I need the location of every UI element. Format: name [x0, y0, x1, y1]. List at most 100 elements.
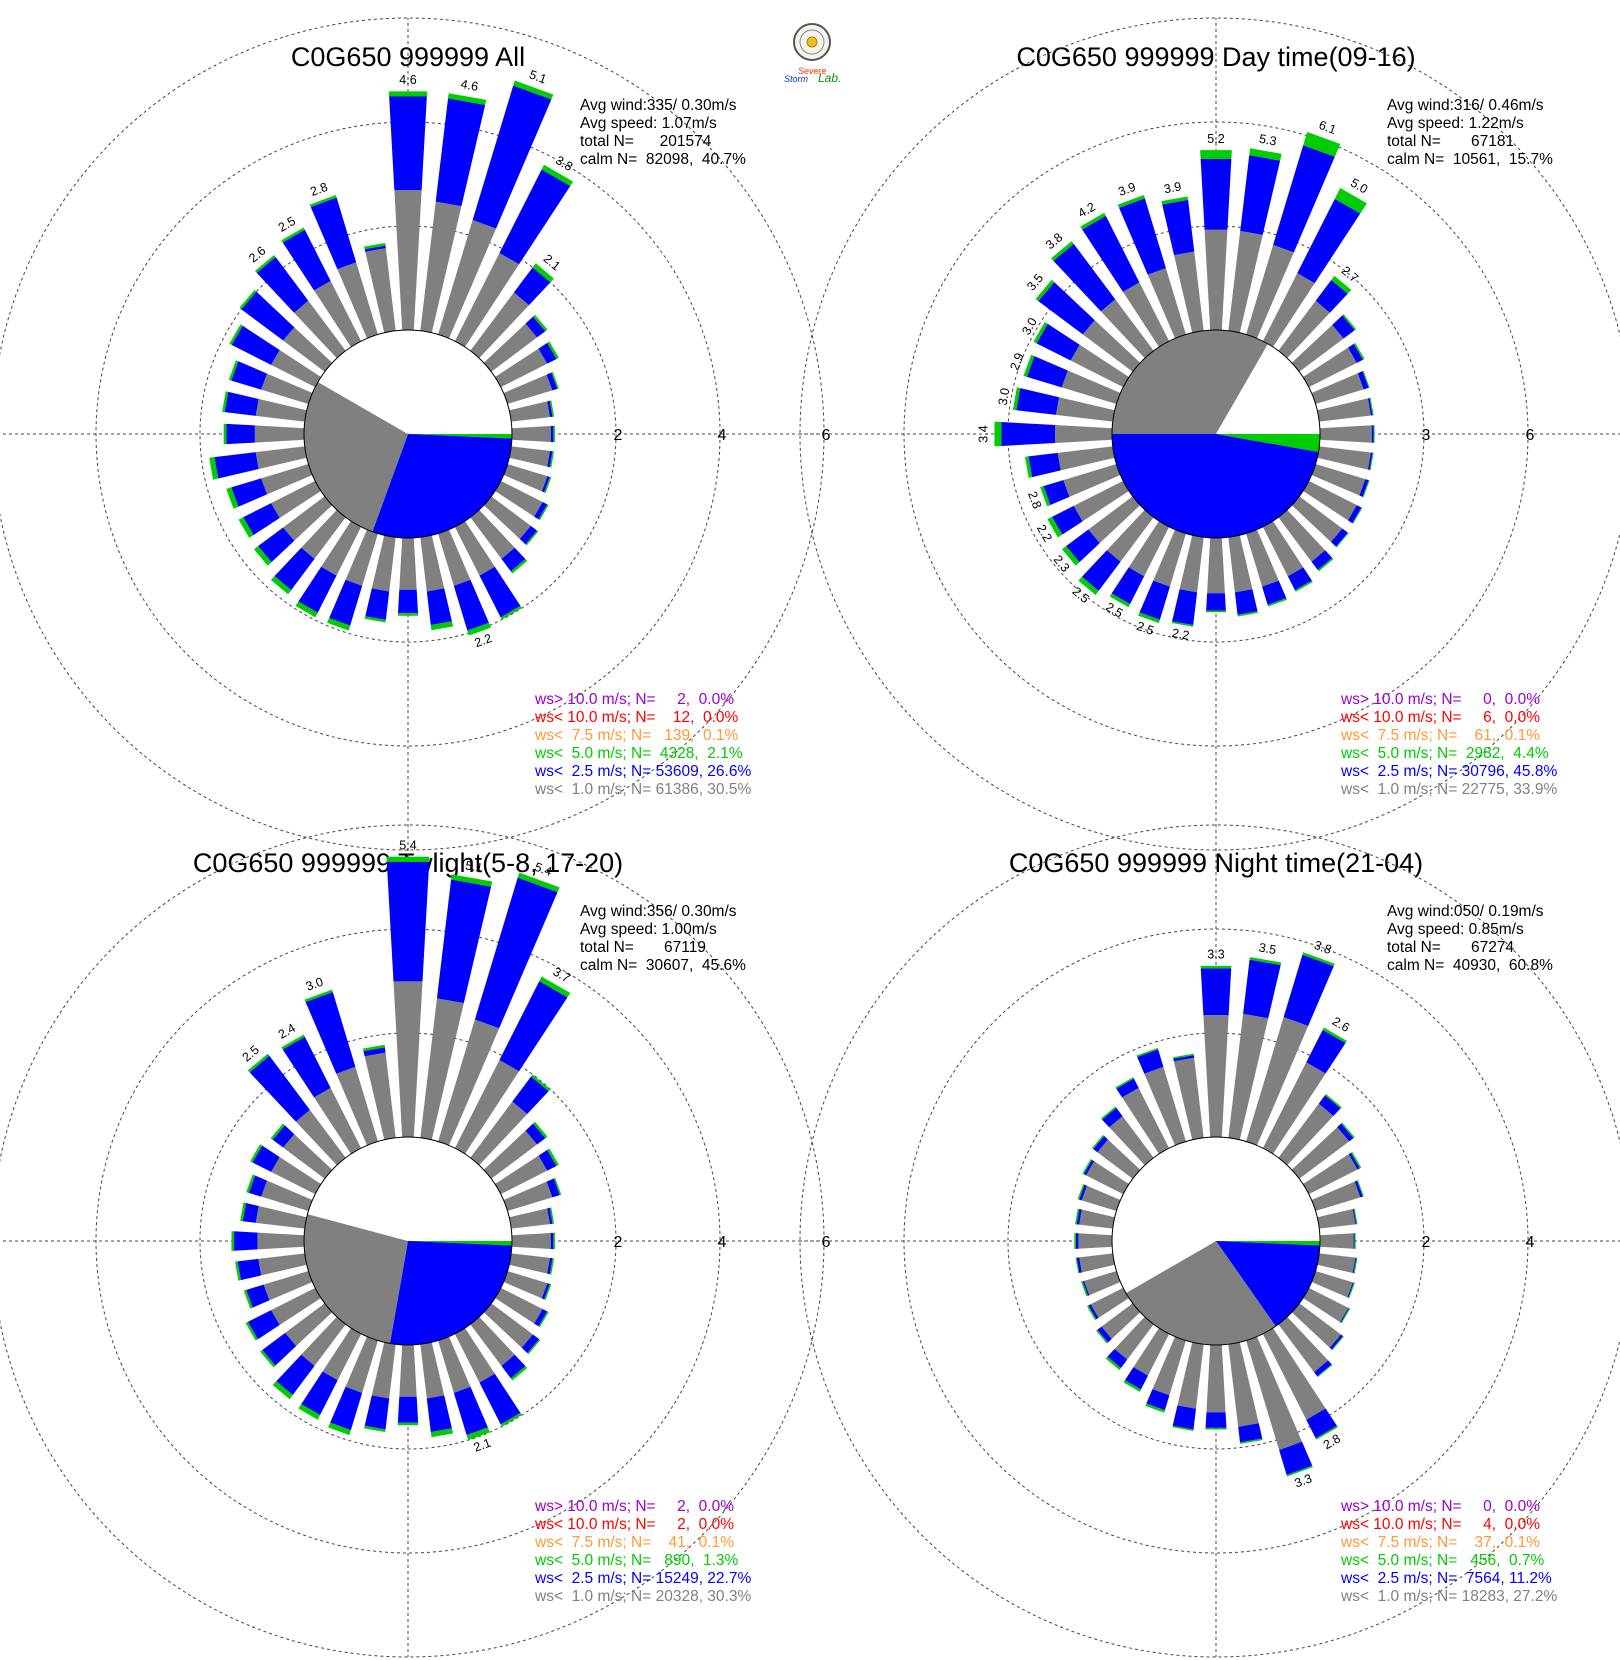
bar-segment-350-lt2_5 — [1162, 199, 1195, 256]
bar-segment-340-lt2_5 — [305, 992, 356, 1074]
bar-segment-190-lt1 — [371, 535, 396, 592]
bar-segment-70-lt1 — [1311, 373, 1364, 404]
bar-segment-170-lt1 — [420, 535, 445, 592]
bar-segment-150-lt5 — [500, 1412, 522, 1427]
calm-slice-lt1 — [1112, 330, 1268, 434]
bar-segment-220-lt5 — [270, 576, 292, 595]
bar-segment-180-lt2_5 — [1206, 593, 1226, 611]
calm-slice-lt2_5 — [372, 434, 512, 538]
ring-label: 2 — [614, 427, 623, 444]
calm-circle — [303, 329, 513, 539]
bar-segment-310-lt1 — [1082, 320, 1141, 372]
bar-segment-130-lt2_5 — [1329, 1334, 1343, 1350]
bar-segment-200-lt2_5 — [329, 579, 363, 626]
ring-label: 4 — [718, 1234, 727, 1251]
bar-segment-320-lt2_5 — [1053, 243, 1116, 312]
bar-segment-240-lt5 — [238, 517, 254, 538]
bar-segment-60-lt1 — [495, 1155, 548, 1195]
bar-segment-100-lt1 — [1317, 446, 1371, 470]
bar-segment-120-lt2_5 — [534, 1308, 548, 1327]
bar-segment-80-lt5 — [1369, 397, 1374, 416]
bar-segment-10-lt2_5 — [1240, 155, 1281, 235]
bar-segment-140-lt1 — [470, 1316, 515, 1366]
bar-segment-200-lt5 — [328, 1422, 351, 1436]
bar-segment-300-lt1 — [271, 350, 321, 388]
bar-segment-140-lt5 — [510, 1366, 528, 1381]
bar-segment-290-lt1 — [261, 373, 313, 404]
bar-segment-210-lt5 — [295, 601, 318, 618]
bar-segment-330-lt1 — [314, 280, 362, 347]
bar-segment-210-lt1 — [321, 521, 362, 576]
bar-value-label: 5.0 — [1348, 176, 1370, 197]
bar-segment-70-lt2_5 — [546, 372, 558, 391]
bar-segment-70-lt5 — [1356, 1180, 1364, 1197]
legend-item-lt1: ws< 1.0 m/s; N= 18283, 27.2% — [1340, 1588, 1557, 1605]
speed-legend: ws> 10.0 m/s; N= 2, 0.0%ws< 10.0 m/s; N=… — [534, 691, 751, 798]
bar-segment-200-lt5 — [1145, 1403, 1165, 1413]
calm-n-text: calm N= 30607, 45.6% — [580, 957, 746, 974]
bar-segment-150-lt2_5 — [1287, 567, 1312, 591]
bar-segment-220-lt2_5 — [274, 547, 315, 591]
ring-label: 6 — [1526, 427, 1535, 444]
bar-segment-230-lt2_5 — [258, 527, 295, 563]
bar-segment-40-lt2_5 — [512, 1076, 549, 1115]
bar-value-label: 3.5 — [1258, 940, 1278, 957]
bar-value-labels: 5.4 5.1 5.4 3.7 2.1 2.5 2.4 3.0 — [240, 838, 573, 1454]
bar-segment-170-lt2_5 — [426, 588, 452, 626]
bar-segment-240-lt5 — [1086, 1305, 1097, 1321]
bar-segment-270-lt5 — [223, 423, 227, 445]
bar-value-label: 5.1 — [527, 67, 548, 86]
bar-segment-80-lt2_5 — [547, 1207, 553, 1225]
bar-segment-130-lt2_5 — [1330, 528, 1348, 547]
calm-slice-lt5 — [408, 1241, 512, 1246]
bar-segment-30-lt5 — [1334, 188, 1367, 214]
bar-segment-70-lt2_5 — [546, 1178, 560, 1198]
bar-segment-90-lt2_5 — [550, 1232, 554, 1250]
bar-segment-20-lt5 — [513, 80, 554, 100]
bar-segment-20-lt5 — [1302, 952, 1335, 967]
calm-slice-lt5 — [1216, 434, 1320, 453]
bar-segment-110-lt2_5 — [1359, 479, 1369, 497]
bar-segment-60-lt1 — [1303, 1154, 1358, 1195]
bar-segment-170-lt5 — [430, 621, 454, 631]
bar-segment-200-lt5 — [327, 618, 351, 631]
bar-segment-110-lt2_5 — [541, 1283, 550, 1300]
avg-wind-text: Avg wind:356/ 0.30m/s — [580, 903, 737, 920]
logo-seal-inner-icon — [799, 29, 825, 55]
bar-segment-50-lt5 — [533, 314, 548, 332]
bar-segment-230-lt1 — [283, 496, 333, 541]
bar-segment-230-lt2_5 — [1066, 529, 1100, 563]
bar-segment-330-lt2_5 — [282, 1036, 331, 1098]
bar-segment-60-lt2_5 — [1347, 343, 1363, 363]
bar-segment-80-lt2_5 — [1352, 1208, 1357, 1225]
bar-segment-150-lt2_5 — [479, 1373, 521, 1425]
bar-segment-280-lt2_5 — [224, 391, 259, 416]
bar-value-label: 3.9 — [1163, 179, 1183, 196]
bar-segment-240-lt1 — [271, 1287, 321, 1325]
bar-segment-30-lt5 — [539, 976, 571, 998]
speed-legend: ws> 10.0 m/s; N= 0, 0.0%ws< 10.0 m/s; N=… — [1340, 691, 1557, 798]
calm-n-text: calm N= 10561, 15.7% — [1387, 151, 1553, 168]
bar-segment-20-lt2_5 — [474, 877, 558, 1029]
bar-segment-250-lt5 — [243, 1289, 253, 1309]
bar-segment-20-lt1 — [1246, 1016, 1309, 1146]
bar-segment-150-lt1 — [1262, 521, 1304, 577]
bar-segment-50-lt5 — [533, 1121, 548, 1139]
calm-n-text: calm N= 40930, 60.8% — [1387, 957, 1553, 974]
bar-segment-130-lt5 — [525, 530, 539, 546]
legend-item-gt10: ws> 10.0 m/s; N= 2, 0.0% — [534, 1498, 734, 1515]
bar-segment-320-lt2_5 — [249, 1055, 310, 1122]
bar-segment-30-lt2_5 — [499, 169, 571, 265]
bar-segment-180-lt1 — [399, 537, 417, 590]
bar-segment-140-lt2_5 — [501, 1354, 526, 1379]
bar-segment-230-lt1 — [285, 1303, 333, 1347]
bar-segment-10-lt5 — [1249, 957, 1282, 966]
bar-segment-190-lt2_5 — [1172, 589, 1198, 626]
bar-segment-50-lt1 — [483, 1130, 538, 1179]
avg-speed-text: Avg speed: 0.85m/s — [1387, 921, 1524, 938]
bar-segment-230-lt1 — [1101, 1303, 1141, 1339]
logo-text-storm: Storm — [784, 74, 809, 84]
bar-segment-170-lt1 — [1228, 535, 1253, 593]
bar-segment-240-lt2_5 — [1088, 1304, 1099, 1320]
bar-segment-310-lt1 — [283, 1134, 333, 1179]
